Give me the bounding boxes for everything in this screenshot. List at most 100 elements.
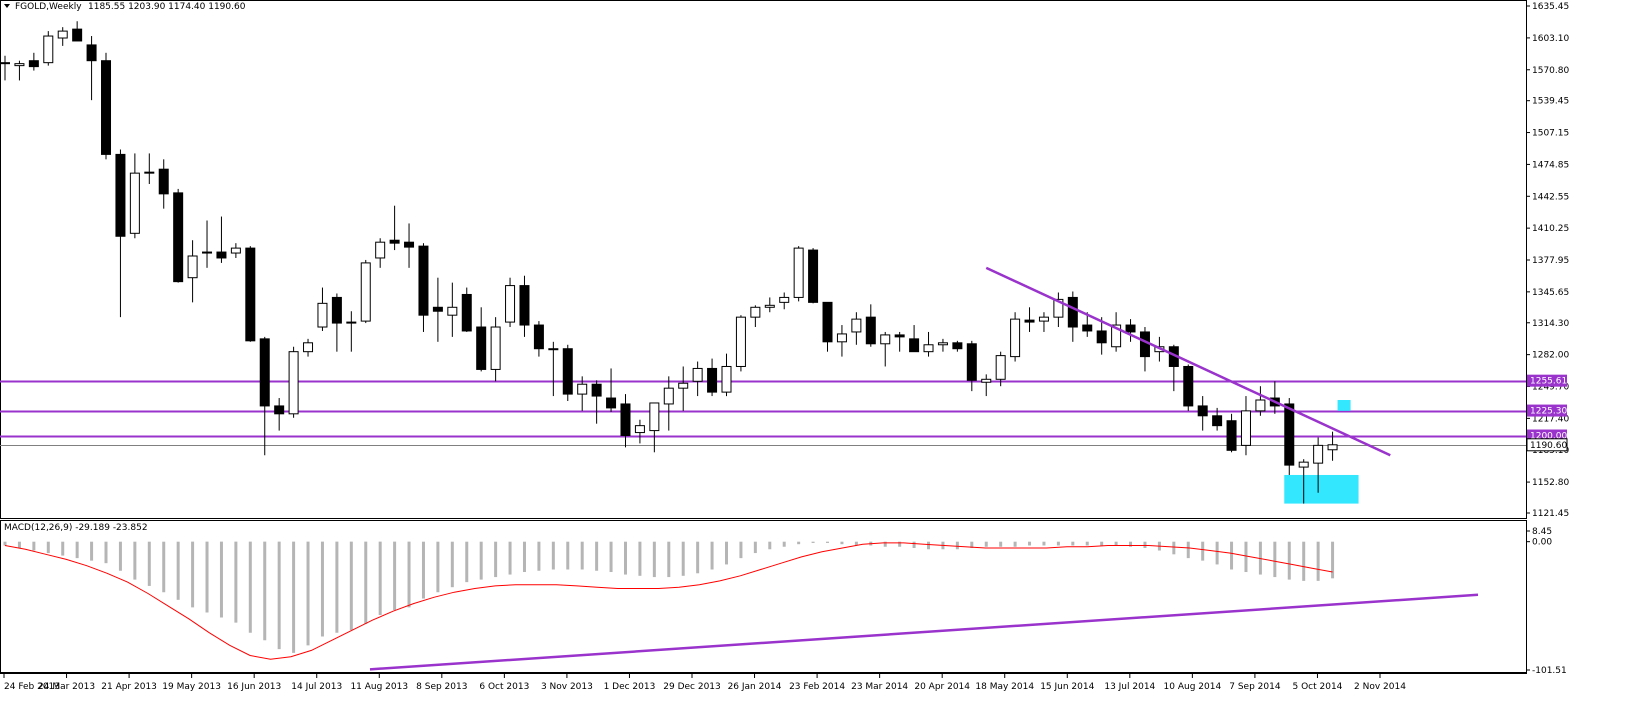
- candle-body-up: [230, 247, 241, 254]
- candle: [72, 21, 83, 42]
- candle: [1024, 307, 1035, 332]
- candle: [1240, 396, 1251, 456]
- candle: [173, 188, 184, 283]
- date-tick-label: 16 Jun 2013: [227, 682, 281, 692]
- candle-body-up: [995, 355, 1006, 380]
- price-tick-label: 1507.15: [1532, 129, 1569, 139]
- candle: [548, 341, 559, 397]
- candle: [317, 287, 328, 331]
- candle: [1298, 459, 1309, 504]
- candle-body-up: [692, 367, 703, 382]
- candle-body-up: [1240, 410, 1251, 446]
- candle-body-down: [216, 251, 227, 259]
- candle: [1212, 407, 1223, 431]
- candle-body-up: [836, 333, 847, 343]
- candle: [606, 368, 617, 412]
- current-price-tag: 1190.60: [1526, 438, 1568, 452]
- candle: [591, 380, 602, 424]
- candle-body-down: [606, 397, 617, 409]
- candle: [894, 331, 905, 352]
- candle: [1183, 364, 1194, 411]
- candle: [779, 292, 790, 310]
- candle-body-down: [1183, 365, 1194, 407]
- candle-body-up: [360, 262, 371, 322]
- candle: [0, 55, 10, 81]
- support-zone: [1284, 474, 1359, 504]
- candle-body-up: [764, 304, 775, 308]
- macd-tick-label: 0.00: [1532, 538, 1552, 548]
- candle: [505, 277, 516, 328]
- date-tick-label: 24 Mar 2013: [38, 682, 95, 692]
- candle: [274, 398, 285, 431]
- candle-body-down: [158, 168, 169, 195]
- candle-body-down: [952, 342, 963, 350]
- candle: [519, 275, 530, 337]
- candle: [793, 246, 804, 302]
- candle: [1269, 381, 1280, 414]
- candle: [259, 336, 270, 456]
- candle: [923, 331, 934, 357]
- candle-body-down: [966, 343, 977, 381]
- candle: [57, 27, 68, 46]
- candle: [1067, 291, 1078, 342]
- macd-trendline[interactable]: [369, 593, 1479, 671]
- candle-body-up: [1053, 298, 1064, 318]
- candle-body-up: [288, 351, 299, 415]
- candle-body-up: [678, 382, 689, 389]
- chart-symbol: FGOLD,Weekly: [15, 2, 82, 12]
- price-trendline[interactable]: [985, 266, 1391, 457]
- level-tag-box: [1527, 374, 1567, 387]
- dropdown-arrow-icon[interactable]: [4, 4, 10, 8]
- price-pane-frame: [0, 0, 1527, 519]
- candle: [1168, 344, 1179, 392]
- candle: [721, 353, 732, 397]
- price-tick-label: 1345.65: [1532, 288, 1569, 298]
- candle: [230, 243, 241, 258]
- candle: [360, 259, 371, 324]
- candle: [346, 311, 357, 352]
- candle-body-up: [202, 251, 213, 254]
- price-tick-label: 1442.55: [1532, 192, 1569, 202]
- candle-body-down: [245, 247, 256, 342]
- candle-body-up: [923, 344, 934, 353]
- candle-body-up: [779, 296, 790, 303]
- candle: [14, 60, 25, 81]
- candle: [822, 301, 833, 352]
- candle-body-up: [129, 172, 140, 234]
- candle-body-up: [0, 62, 10, 65]
- price-tick-label: 1603.10: [1532, 34, 1569, 44]
- support-zone-group: [1284, 400, 1359, 504]
- price-tick-label: 1570.80: [1532, 66, 1569, 76]
- candle: [764, 297, 775, 313]
- candle: [1327, 431, 1338, 461]
- candle-body-down: [72, 28, 83, 42]
- candle-body-up: [346, 321, 357, 324]
- macd-pane: 8.450.00 -101.51: [3, 527, 1567, 676]
- candle: [158, 159, 169, 209]
- candle-body-down: [86, 44, 97, 62]
- candle: [490, 317, 501, 382]
- current-price-box: [1526, 438, 1568, 452]
- date-tick-label: 8 Sep 2013: [416, 682, 467, 692]
- candle: [1284, 398, 1295, 475]
- date-tick-label: 2 Nov 2014: [1354, 682, 1406, 692]
- price-tick-label: 1377.95: [1532, 256, 1569, 266]
- candle-body-down: [894, 334, 905, 338]
- level-tag-text: 1255.61: [1530, 377, 1567, 387]
- candle: [461, 287, 472, 332]
- candle: [577, 376, 588, 411]
- candle-body-down: [808, 249, 819, 303]
- candle: [1010, 312, 1021, 362]
- candle-body-up: [793, 247, 804, 298]
- candles: [0, 21, 1338, 504]
- candle-body-down: [418, 245, 429, 316]
- candle-body-down: [28, 60, 39, 68]
- candle: [533, 321, 544, 357]
- level-price-tag: 1225.30: [1527, 404, 1567, 417]
- candle-body-up: [1298, 461, 1309, 468]
- date-tick-label: 15 Jun 2014: [1040, 682, 1094, 692]
- date-tick-label: 23 Mar 2014: [851, 682, 908, 692]
- candle: [447, 282, 458, 337]
